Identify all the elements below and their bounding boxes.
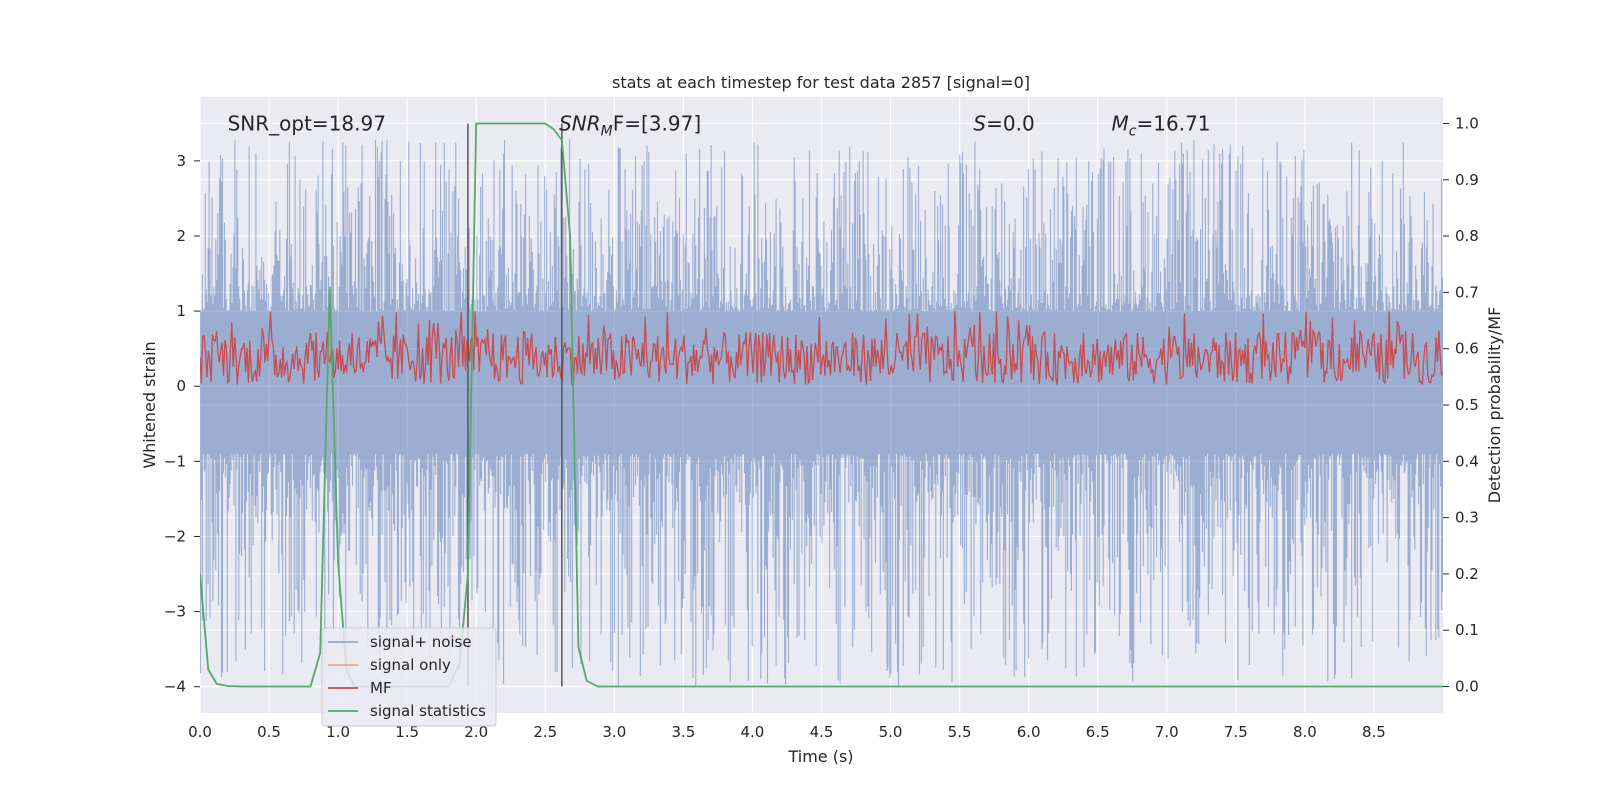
x-tick-label: 5.0 — [879, 723, 903, 741]
y-tick-label: 2 — [176, 227, 186, 245]
annotation-value: =16.71 — [1137, 111, 1211, 135]
x-tick-label: 4.0 — [741, 723, 765, 741]
y2-tick-label: 0.9 — [1455, 171, 1479, 189]
x-tick-label: 3.5 — [671, 723, 695, 741]
y-tick-label: 3 — [176, 152, 186, 170]
y-tick-label: −4 — [164, 678, 186, 696]
x-tick-label: 1.0 — [326, 723, 350, 741]
legend-box — [321, 627, 497, 727]
x-tick-label: 5.5 — [948, 723, 972, 741]
y2-axis-label: Detection probability/MF — [1485, 307, 1504, 504]
annotation-base: M — [1112, 111, 1129, 135]
x-tick-label: 4.5 — [810, 723, 834, 741]
signal-noise-line — [200, 138, 1443, 687]
annotation: SNR_opt=18.97 — [228, 111, 386, 135]
x-tick-label: 6.0 — [1017, 723, 1041, 741]
annotation-subscript: c — [1129, 123, 1137, 139]
x-tick-label: 3.0 — [602, 723, 626, 741]
axes: 0.0 0.5 1.0 1.5 2.0 2.5 3.0 3.5 4.0 4.5 5.0 5.5 6.0 6… — [164, 114, 1479, 741]
legend-label: MF — [370, 679, 392, 697]
x-axis-label: Time (s) — [787, 747, 853, 766]
y2-tick-label: 0.1 — [1455, 621, 1479, 639]
legend-label: signal only — [370, 656, 451, 674]
x-tick-label: 0.5 — [257, 723, 281, 741]
annotations: SNR_opt=18.97 SNRMF=[3.97] S=0.0 Mc=16.71 — [228, 111, 1211, 139]
annotation-value: =0.0 — [986, 111, 1035, 135]
data-area — [200, 122, 1443, 688]
x-tick-label: 2.0 — [464, 723, 488, 741]
annotation: Mc=16.71 — [1112, 111, 1211, 139]
y-tick-label: 1 — [176, 302, 186, 320]
x-tick-label: 7.0 — [1155, 723, 1179, 741]
legend-label: signal statistics — [370, 702, 486, 720]
y-tick-label: 0 — [176, 377, 186, 395]
annotation: SNRMF=[3.97] — [559, 111, 701, 139]
y2-tick-label: 0.6 — [1455, 340, 1479, 358]
legend-label: signal+ noise — [370, 633, 472, 651]
signal-statistics-line — [200, 122, 1443, 688]
y-axis-label: Whitened strain — [140, 341, 159, 468]
x-tick-label: 2.5 — [533, 723, 557, 741]
x-tick-label: 0.0 — [188, 723, 212, 741]
annotation: S=0.0 — [973, 111, 1034, 135]
annotation-base: SNR — [559, 111, 601, 135]
y2-tick-label: 0.3 — [1455, 509, 1479, 527]
legend: signal+ noise signal only MF signal statist… — [321, 627, 497, 727]
y2-tick-label: 0.2 — [1455, 565, 1479, 583]
y-tick-label: −2 — [164, 527, 186, 545]
y2-tick-label: 0.7 — [1455, 283, 1479, 301]
x-tick-label: 8.5 — [1362, 723, 1386, 741]
x-tick-label: 1.5 — [395, 723, 419, 741]
y2-tick-label: 0.4 — [1455, 452, 1479, 470]
y-tick-label: −3 — [164, 603, 186, 621]
chart-title: stats at each timestep for test data 285… — [612, 73, 1030, 92]
mf-line — [200, 311, 1443, 386]
y2-tick-label: 0.0 — [1455, 678, 1479, 696]
annotation-value: F=[3.97] — [613, 111, 701, 135]
x-tick-label: 8.0 — [1293, 723, 1317, 741]
y-tick-label: −1 — [164, 452, 186, 470]
y2-tick-label: 0.8 — [1455, 227, 1479, 245]
y2-tick-label: 1.0 — [1455, 114, 1479, 132]
x-tick-label: 6.5 — [1086, 723, 1110, 741]
annotation-subscript: M — [601, 123, 613, 139]
annotation-base: S — [973, 111, 986, 135]
x-tick-label: 7.5 — [1224, 723, 1248, 741]
y2-tick-label: 0.5 — [1455, 396, 1479, 414]
